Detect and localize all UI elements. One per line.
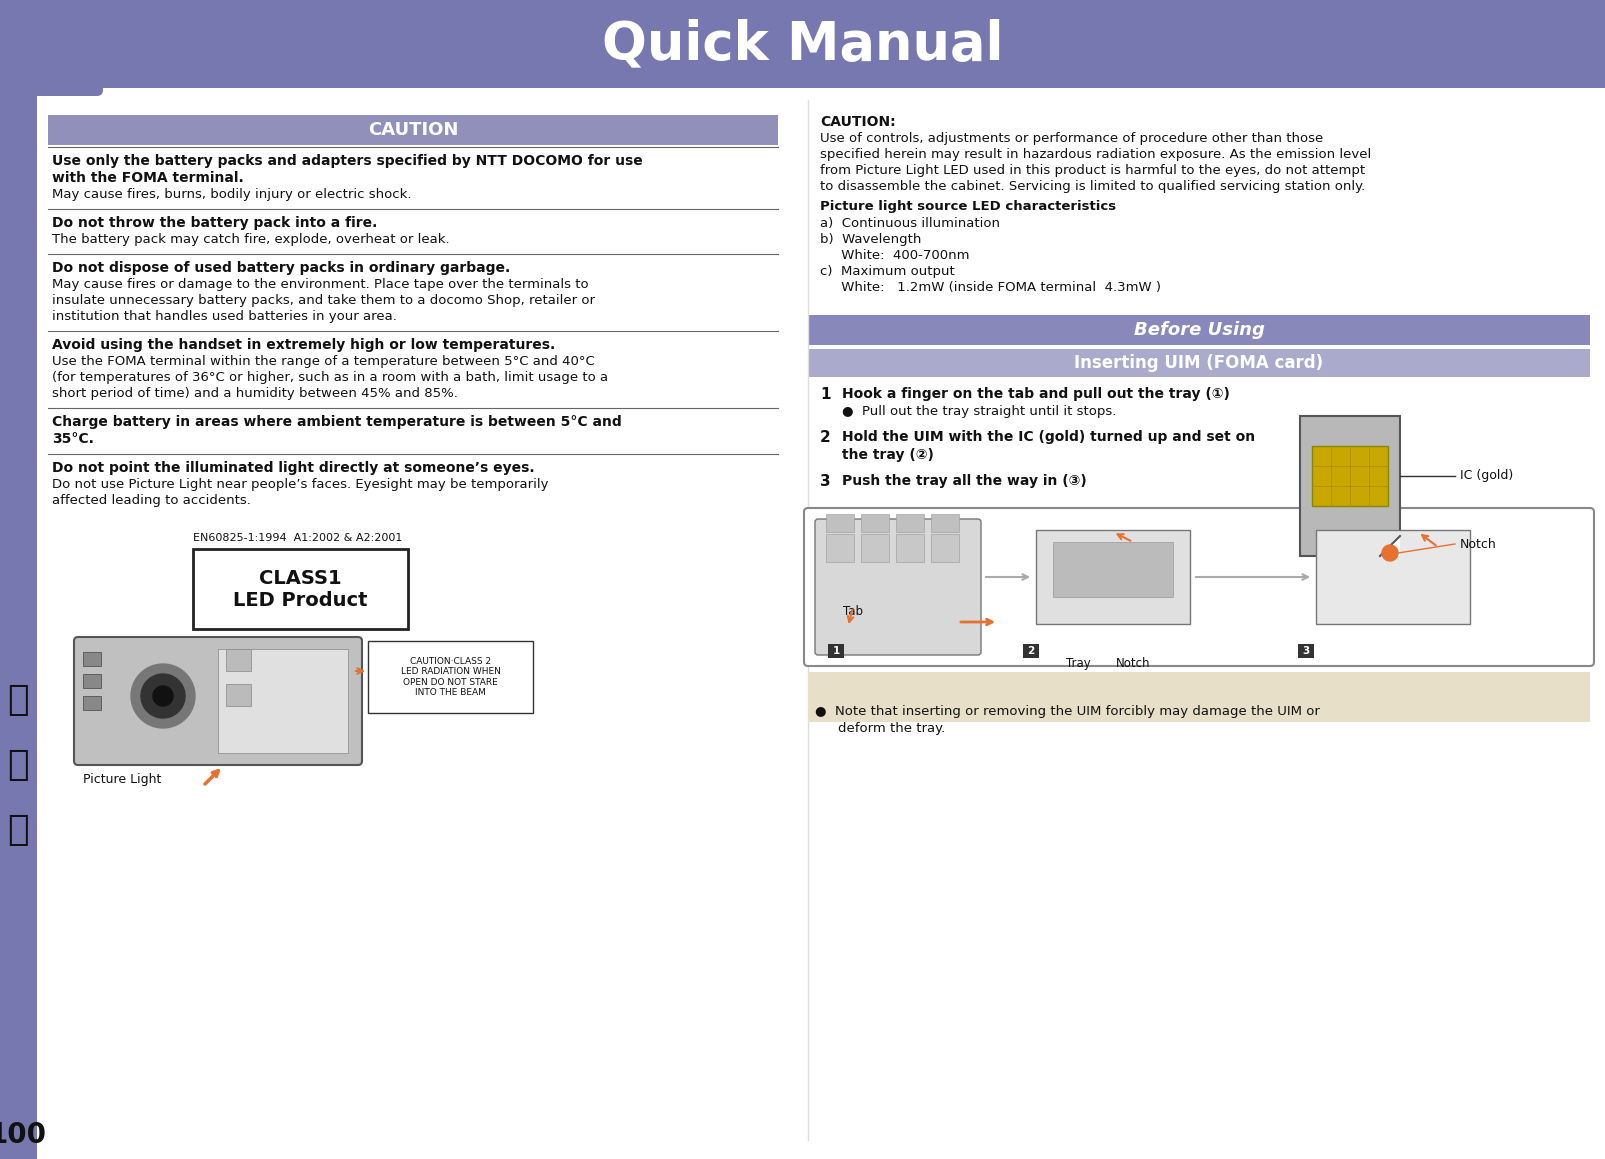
Bar: [1297, 644, 1313, 658]
Text: a)  Continuous illumination: a) Continuous illumination: [820, 217, 1000, 229]
Bar: [931, 534, 958, 562]
Bar: [226, 649, 250, 671]
Text: White:   1.2mW (inside FOMA terminal  4.3mW ): White: 1.2mW (inside FOMA terminal 4.3mW…: [820, 280, 1160, 294]
Text: Avoid using the handset in extremely high or low temperatures.: Avoid using the handset in extremely hig…: [51, 338, 555, 352]
Bar: [931, 513, 958, 532]
Bar: [825, 534, 854, 562]
FancyBboxPatch shape: [804, 508, 1594, 666]
Text: short period of time) and a humidity between 45% and 85%.: short period of time) and a humidity bet…: [51, 387, 457, 400]
Text: CAUTION: CAUTION: [368, 121, 457, 139]
FancyBboxPatch shape: [1314, 530, 1469, 624]
Bar: [218, 649, 348, 753]
Text: (for temperatures of 36°C or higher, such as in a room with a bath, limit usage : (for temperatures of 36°C or higher, suc…: [51, 371, 608, 384]
Text: EN60825-1:1994  A1:2002 & A2:2001: EN60825-1:1994 A1:2002 & A2:2001: [193, 533, 403, 544]
Text: IC (gold): IC (gold): [1459, 469, 1512, 482]
Bar: [0, 87, 37, 1159]
FancyBboxPatch shape: [1298, 416, 1400, 556]
Text: 3: 3: [820, 474, 830, 489]
FancyBboxPatch shape: [807, 315, 1589, 345]
Text: Do not point the illuminated light directly at someone’s eyes.: Do not point the illuminated light direc…: [51, 461, 534, 475]
Bar: [83, 675, 101, 688]
Text: Notch: Notch: [1459, 538, 1496, 551]
Text: b)  Wavelength: b) Wavelength: [820, 233, 921, 246]
Text: specified herein may result in hazardous radiation exposure. As the emission lev: specified herein may result in hazardous…: [820, 148, 1371, 161]
Polygon shape: [152, 686, 173, 706]
Text: Tab: Tab: [843, 605, 862, 618]
Text: CAUTION:: CAUTION:: [820, 115, 896, 129]
FancyBboxPatch shape: [74, 637, 361, 765]
Text: の: の: [6, 748, 29, 782]
Text: ●  Note that inserting or removing the UIM forcibly may damage the UIM or: ● Note that inserting or removing the UI…: [814, 705, 1319, 717]
Bar: [83, 697, 101, 710]
Text: ●  Pull out the tray straight until it stops.: ● Pull out the tray straight until it st…: [841, 404, 1115, 418]
FancyBboxPatch shape: [807, 349, 1589, 377]
Text: 1: 1: [831, 646, 839, 656]
Text: deform the tray.: deform the tray.: [838, 722, 945, 735]
Bar: [1022, 644, 1038, 658]
Text: Hold the UIM with the IC (gold) turned up and set on: Hold the UIM with the IC (gold) turned u…: [841, 430, 1255, 444]
Text: Use the FOMA terminal within the range of a temperature between 5°C and 40°C: Use the FOMA terminal within the range o…: [51, 355, 594, 369]
Bar: [860, 534, 889, 562]
Text: 他: 他: [6, 812, 29, 847]
Text: 35°C.: 35°C.: [51, 432, 93, 446]
Text: to disassemble the cabinet. Servicing is limited to qualified servicing station : to disassemble the cabinet. Servicing is…: [820, 180, 1364, 194]
FancyBboxPatch shape: [1035, 530, 1189, 624]
Text: Tray: Tray: [1066, 657, 1090, 670]
Text: CLASS1
LED Product: CLASS1 LED Product: [233, 569, 368, 610]
Text: Inserting UIM (FOMA card): Inserting UIM (FOMA card): [1074, 353, 1323, 372]
Text: 2: 2: [1027, 646, 1034, 656]
Text: Hook a finger on the tab and pull out the tray (①): Hook a finger on the tab and pull out th…: [841, 387, 1229, 401]
Bar: [860, 513, 889, 532]
Text: c)  Maximum output: c) Maximum output: [820, 265, 953, 278]
Bar: [1053, 542, 1172, 597]
FancyBboxPatch shape: [814, 519, 981, 655]
Text: with the FOMA terminal.: with the FOMA terminal.: [51, 172, 244, 185]
Text: CAUTION·CLASS 2
LED RADIATION WHEN
OPEN DO NOT STARE
INTO THE BEAM: CAUTION·CLASS 2 LED RADIATION WHEN OPEN …: [400, 657, 501, 697]
FancyBboxPatch shape: [368, 641, 533, 713]
Text: from Picture Light LED used in this product is harmful to the eyes, do not attem: from Picture Light LED used in this prod…: [820, 165, 1364, 177]
Text: Do not use Picture Light near people’s faces. Eyesight may be temporarily: Do not use Picture Light near people’s f…: [51, 478, 549, 491]
Bar: [83, 653, 101, 666]
Text: The battery pack may catch fire, explode, overheat or leak.: The battery pack may catch fire, explode…: [51, 233, 449, 246]
Text: May cause fires or damage to the environment. Place tape over the terminals to: May cause fires or damage to the environ…: [51, 278, 589, 291]
Text: May cause fires, burns, bodily injury or electric shock.: May cause fires, burns, bodily injury or…: [51, 188, 411, 201]
Text: institution that handles used batteries in your area.: institution that handles used batteries …: [51, 309, 396, 323]
FancyBboxPatch shape: [1311, 446, 1387, 506]
FancyBboxPatch shape: [0, 0, 1605, 88]
Text: 100: 100: [0, 1121, 47, 1149]
Text: 3: 3: [1302, 646, 1308, 656]
FancyBboxPatch shape: [48, 115, 777, 145]
Polygon shape: [132, 664, 194, 728]
Text: the tray (②): the tray (②): [841, 449, 933, 462]
Text: そ: そ: [6, 683, 29, 717]
Text: Push the tray all the way in (③): Push the tray all the way in (③): [841, 474, 1087, 488]
Polygon shape: [1379, 535, 1400, 556]
Polygon shape: [141, 675, 185, 717]
Bar: [226, 684, 250, 706]
Text: Before Using: Before Using: [1133, 321, 1263, 338]
Text: 1: 1: [820, 387, 830, 402]
Text: Do not throw the battery pack into a fire.: Do not throw the battery pack into a fir…: [51, 216, 377, 229]
FancyBboxPatch shape: [30, 66, 103, 96]
Bar: [825, 513, 854, 532]
Polygon shape: [1382, 545, 1396, 561]
Text: Notch: Notch: [1115, 657, 1149, 670]
Bar: [828, 644, 844, 658]
Text: 2: 2: [820, 430, 830, 445]
Bar: [896, 513, 923, 532]
Text: Picture light source LED characteristics: Picture light source LED characteristics: [820, 201, 1115, 213]
Text: White:  400-700nm: White: 400-700nm: [820, 249, 969, 262]
Text: Quick Manual: Quick Manual: [602, 19, 1003, 70]
Text: Do not dispose of used battery packs in ordinary garbage.: Do not dispose of used battery packs in …: [51, 261, 510, 275]
FancyBboxPatch shape: [193, 549, 408, 629]
Text: affected leading to accidents.: affected leading to accidents.: [51, 494, 250, 506]
Text: Charge battery in areas where ambient temperature is between 5°C and: Charge battery in areas where ambient te…: [51, 415, 621, 429]
Bar: [896, 534, 923, 562]
Text: insulate unnecessary battery packs, and take them to a docomo Shop, retailer or: insulate unnecessary battery packs, and …: [51, 294, 594, 307]
Text: Use of controls, adjustments or performance of procedure other than those: Use of controls, adjustments or performa…: [820, 132, 1323, 145]
Text: Picture Light: Picture Light: [83, 773, 160, 786]
FancyBboxPatch shape: [807, 672, 1589, 722]
Text: Use only the battery packs and adapters specified by NTT DOCOMO for use: Use only the battery packs and adapters …: [51, 154, 642, 168]
